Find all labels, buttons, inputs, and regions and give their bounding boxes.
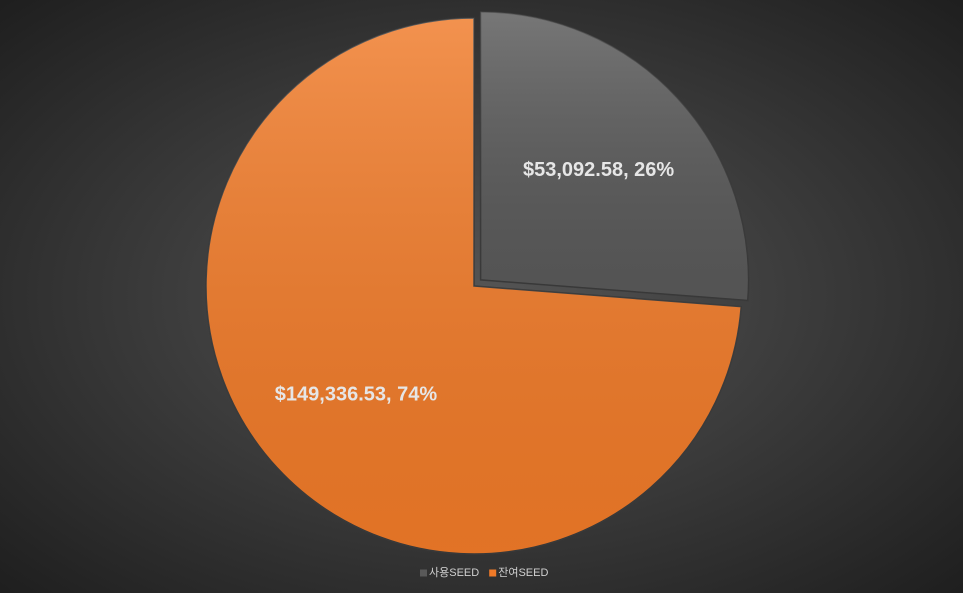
legend-label: 잔여SEED	[498, 566, 548, 579]
legend-swatch	[489, 569, 497, 577]
legend-label: 사용SEED	[429, 566, 479, 579]
legend: 사용SEED 잔여SEED	[420, 566, 548, 579]
legend-swatch	[420, 569, 427, 577]
data-label: $149,336.53, 74%	[275, 384, 438, 406]
data-labels: $53,092.58, 26% $149,336.53, 74%	[275, 159, 675, 406]
data-label: $53,092.58, 26%	[523, 159, 674, 181]
